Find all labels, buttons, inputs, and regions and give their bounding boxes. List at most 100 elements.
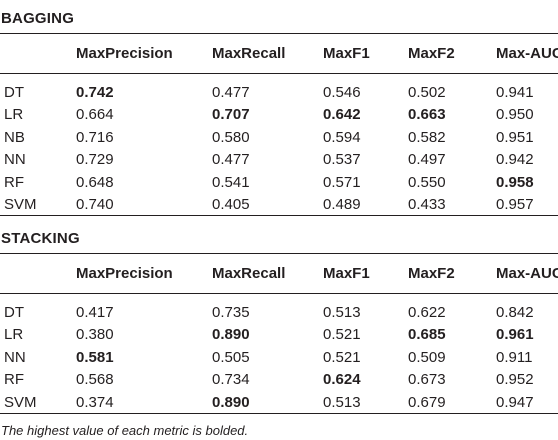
maxprecision-value-cell: 0.648 xyxy=(76,173,114,191)
header-cell-maxf2: MaxF2 xyxy=(408,45,455,62)
model-name-cell: DT xyxy=(4,303,24,321)
max-auc-value-cell: 0.942 xyxy=(496,151,534,169)
model-name-cell: RF xyxy=(4,371,24,389)
maxprecision-value-cell: 0.740 xyxy=(76,196,114,214)
maxf2-value-cell: 0.502 xyxy=(408,83,446,101)
maxrecall-value-cell: 0.477 xyxy=(212,83,250,101)
maxf2-value-cell: 0.497 xyxy=(408,151,446,169)
maxrecall-value-cell: 0.734 xyxy=(212,371,250,389)
maxf1-value-cell: 0.546 xyxy=(323,83,361,101)
divider-bottom-stacking xyxy=(0,413,558,414)
header-cell-maxf2: MaxF2 xyxy=(408,265,455,282)
header-cell-maxrecall: MaxRecall xyxy=(212,265,286,282)
maxrecall-value-cell: 0.707 xyxy=(212,106,250,124)
table-row: LR 0.664 0.707 0.642 0.663 0.950 xyxy=(0,104,558,127)
stacking-table: MaxPrecision MaxRecall MaxF1 MaxF2 Max-A… xyxy=(0,254,558,414)
model-name-cell: DT xyxy=(4,83,24,101)
header-cell-model xyxy=(0,254,76,293)
maxprecision-value-cell: 0.380 xyxy=(76,326,114,344)
table-row: NN 0.581 0.505 0.521 0.509 0.911 xyxy=(0,346,558,369)
maxf2-value-cell: 0.685 xyxy=(408,326,446,344)
max-auc-value-cell: 0.957 xyxy=(496,196,534,214)
table-row: SVM 0.740 0.405 0.489 0.433 0.957 xyxy=(0,194,558,217)
max-auc-value-cell: 0.961 xyxy=(496,326,534,344)
table-row: RF 0.648 0.541 0.571 0.550 0.958 xyxy=(0,171,558,194)
divider-bottom-bagging xyxy=(0,215,558,216)
max-auc-value-cell: 0.958 xyxy=(496,173,534,191)
maxf1-value-cell: 0.571 xyxy=(323,173,361,191)
table-row: DT 0.417 0.735 0.513 0.622 0.842 xyxy=(0,293,558,324)
model-name-cell: NN xyxy=(4,151,26,169)
maxrecall-value-cell: 0.477 xyxy=(212,151,250,169)
maxprecision-value-cell: 0.664 xyxy=(76,106,114,124)
maxprecision-value-cell: 0.374 xyxy=(76,393,114,411)
maxprecision-value-cell: 0.581 xyxy=(76,348,114,366)
maxf2-value-cell: 0.673 xyxy=(408,371,446,389)
table-row: LR 0.380 0.890 0.521 0.685 0.961 xyxy=(0,324,558,347)
maxf1-value-cell: 0.489 xyxy=(323,196,361,214)
table-row: RF 0.568 0.734 0.624 0.673 0.952 xyxy=(0,369,558,392)
maxprecision-value-cell: 0.742 xyxy=(76,83,114,101)
max-auc-value-cell: 0.911 xyxy=(496,348,533,366)
maxprecision-value-cell: 0.417 xyxy=(76,303,114,321)
header-cell-maxrecall: MaxRecall xyxy=(212,45,286,62)
maxf2-value-cell: 0.433 xyxy=(408,196,446,214)
model-name-cell: NN xyxy=(4,348,26,366)
maxf1-value-cell: 0.513 xyxy=(323,303,361,321)
header-cell-maxf1: MaxF1 xyxy=(323,265,370,282)
maxf1-value-cell: 0.521 xyxy=(323,326,361,344)
table-row: DT 0.742 0.477 0.546 0.502 0.941 xyxy=(0,73,558,104)
header-cell-maxprecision: MaxPrecision xyxy=(76,45,173,62)
maxf1-value-cell: 0.624 xyxy=(323,371,361,389)
header-cell-maxf1: MaxF1 xyxy=(323,45,370,62)
table-row: NB 0.716 0.580 0.594 0.582 0.951 xyxy=(0,126,558,149)
bagging-table: MaxPrecision MaxRecall MaxF1 MaxF2 Max-A… xyxy=(0,34,558,216)
table-row: NN 0.729 0.477 0.537 0.497 0.942 xyxy=(0,149,558,172)
model-name-cell: SVM xyxy=(4,393,37,411)
maxrecall-value-cell: 0.405 xyxy=(212,196,250,214)
divider-header-stacking xyxy=(0,293,558,294)
model-name-cell: LR xyxy=(4,326,24,344)
maxf2-value-cell: 0.550 xyxy=(408,173,446,191)
model-name-cell: RF xyxy=(4,173,24,191)
maxrecall-value-cell: 0.541 xyxy=(212,173,250,191)
maxrecall-value-cell: 0.580 xyxy=(212,128,250,146)
maxf1-value-cell: 0.513 xyxy=(323,393,361,411)
maxrecall-value-cell: 0.890 xyxy=(212,326,250,344)
header-cell-max-auc: Max-AUC xyxy=(496,45,558,62)
header-cell-max-auc: Max-AUC xyxy=(496,265,558,282)
maxprecision-value-cell: 0.568 xyxy=(76,371,114,389)
maxf1-value-cell: 0.594 xyxy=(323,128,361,146)
divider-top-bagging xyxy=(0,33,558,34)
max-auc-value-cell: 0.950 xyxy=(496,106,534,124)
maxf2-value-cell: 0.663 xyxy=(408,106,446,124)
max-auc-value-cell: 0.842 xyxy=(496,303,534,321)
section-title-bagging: BAGGING xyxy=(1,10,75,27)
table-row: SVM 0.374 0.890 0.513 0.679 0.947 xyxy=(0,391,558,414)
section-title-stacking: STACKING xyxy=(1,230,80,247)
header-cell-maxprecision: MaxPrecision xyxy=(76,265,173,282)
maxprecision-value-cell: 0.716 xyxy=(76,128,114,146)
model-name-cell: SVM xyxy=(4,196,37,214)
model-name-cell: LR xyxy=(4,106,24,124)
header-row: MaxPrecision MaxRecall MaxF1 MaxF2 Max-A… xyxy=(0,254,558,293)
maxrecall-value-cell: 0.890 xyxy=(212,393,250,411)
max-auc-value-cell: 0.941 xyxy=(496,83,534,101)
maxf1-value-cell: 0.521 xyxy=(323,348,361,366)
maxf1-value-cell: 0.537 xyxy=(323,151,361,169)
header-row: MaxPrecision MaxRecall MaxF1 MaxF2 Max-A… xyxy=(0,34,558,73)
max-auc-value-cell: 0.951 xyxy=(496,128,534,146)
table-footnote: The highest value of each metric is bold… xyxy=(1,423,249,438)
maxf2-value-cell: 0.622 xyxy=(408,303,446,321)
maxf1-value-cell: 0.642 xyxy=(323,106,361,124)
maxrecall-value-cell: 0.505 xyxy=(212,348,250,366)
divider-header-bagging xyxy=(0,73,558,74)
maxf2-value-cell: 0.679 xyxy=(408,393,446,411)
max-auc-value-cell: 0.947 xyxy=(496,393,534,411)
maxf2-value-cell: 0.509 xyxy=(408,348,446,366)
model-name-cell: NB xyxy=(4,128,25,146)
max-auc-value-cell: 0.952 xyxy=(496,371,534,389)
maxf2-value-cell: 0.582 xyxy=(408,128,446,146)
maxrecall-value-cell: 0.735 xyxy=(212,303,250,321)
